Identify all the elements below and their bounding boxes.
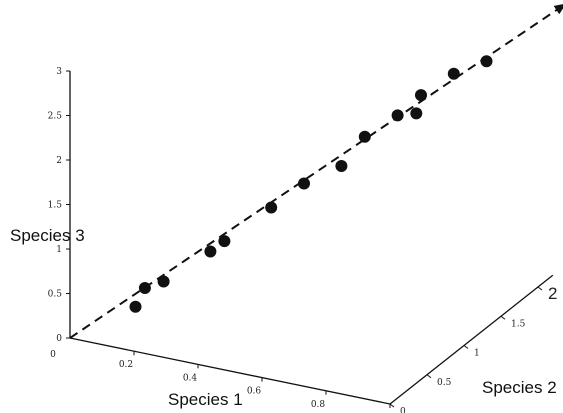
x-tick-label: 0.6 xyxy=(247,387,262,397)
y-axis-line xyxy=(389,274,554,405)
data-point xyxy=(218,235,231,248)
y-tick-label: 2 xyxy=(548,284,557,303)
y-tick-mark xyxy=(389,403,395,408)
trend-line-group xyxy=(69,7,561,339)
data-point xyxy=(298,177,310,190)
z-tick-label: 0.5 xyxy=(48,290,63,300)
data-points xyxy=(129,55,493,313)
data-point xyxy=(265,201,278,214)
x-tick-label: 0.4 xyxy=(183,373,198,383)
data-point xyxy=(335,160,348,172)
y-tick-mark xyxy=(426,374,432,379)
y-tick-label: 0 xyxy=(400,407,406,413)
y-tick-mark xyxy=(500,315,506,320)
x-tick-label: 0.2 xyxy=(119,360,133,370)
z-tick-label: 1 xyxy=(56,245,62,255)
data-point xyxy=(129,300,142,313)
data-point xyxy=(415,89,427,102)
z-axis-label: Species 3 xyxy=(10,226,85,245)
x-axis-label: Species 1 xyxy=(168,390,243,409)
data-point xyxy=(204,245,217,258)
z-tick-label: 0 xyxy=(56,334,62,344)
data-point xyxy=(157,275,170,288)
data-point xyxy=(410,107,423,120)
axis-labels: Species 3 Species 1 Species 2 xyxy=(10,226,557,409)
y-tick-label: 1.5 xyxy=(511,319,526,329)
z-tick-label: 2 xyxy=(56,156,62,166)
y-tick-label: 1 xyxy=(474,349,480,359)
x-tick-label: 0.8 xyxy=(311,400,326,410)
data-point xyxy=(480,55,493,68)
y-axis-label: Species 2 xyxy=(482,378,557,397)
y-tick-label: 0.5 xyxy=(437,378,452,388)
z-tick-label: 1.5 xyxy=(48,201,63,211)
x-axis-line xyxy=(69,337,391,405)
z-tick-label: 2.5 xyxy=(48,112,63,122)
axes xyxy=(69,71,554,405)
origin-tick-label: 0 xyxy=(50,350,56,360)
data-point xyxy=(447,67,460,80)
z-tick-label: 3 xyxy=(56,67,62,77)
y-tick-mark xyxy=(537,286,543,291)
y-tick-mark xyxy=(463,345,469,349)
data-point xyxy=(391,109,404,122)
data-point xyxy=(358,130,371,143)
trend-line xyxy=(69,7,561,339)
data-point xyxy=(138,282,151,294)
